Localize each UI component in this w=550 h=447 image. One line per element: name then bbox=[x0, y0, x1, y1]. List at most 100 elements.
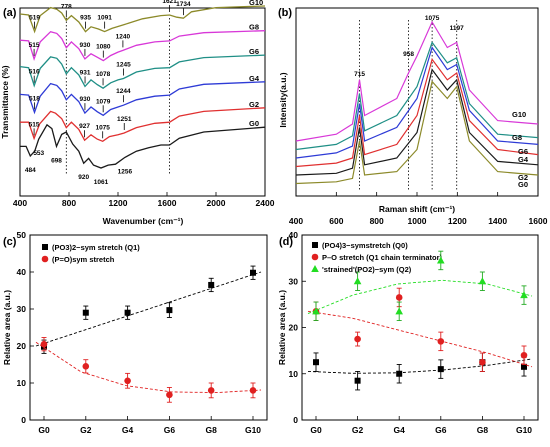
x-tick-label: G6 bbox=[164, 425, 176, 435]
x-tick-label: G2 bbox=[80, 425, 92, 435]
data-point-circle bbox=[249, 387, 257, 394]
peak-label: 930 bbox=[79, 42, 90, 49]
peak-label: 1061 bbox=[94, 179, 109, 186]
panel-label: (a) bbox=[3, 7, 17, 19]
data-point-circle bbox=[124, 377, 131, 385]
peak-label: 1621 bbox=[162, 0, 177, 5]
x-axis-label: Wavenumber (cm⁻¹) bbox=[103, 216, 184, 226]
series-label-G2: G2 bbox=[249, 100, 259, 109]
panel-label: (c) bbox=[3, 236, 17, 248]
legend-text: 2 bbox=[405, 265, 409, 274]
legend-entry: 'strained'(PO2)−sym (Q2) bbox=[322, 265, 412, 274]
legend-text: stretch (Q bbox=[96, 243, 134, 252]
peak-label: 1244 bbox=[116, 88, 131, 95]
legend-text: stretch bbox=[87, 255, 115, 264]
peak-label: 930 bbox=[79, 96, 90, 103]
x-tick-label: G4 bbox=[394, 425, 406, 435]
legend-marker bbox=[311, 265, 319, 272]
series-label-G10: G10 bbox=[512, 110, 526, 119]
peak-label: 1075 bbox=[95, 124, 110, 131]
series-label-G8: G8 bbox=[249, 23, 259, 32]
peak-label: 1080 bbox=[96, 44, 111, 51]
peak-label: 1256 bbox=[118, 168, 133, 175]
peak-label: 958 bbox=[403, 51, 414, 58]
trend-line bbox=[35, 271, 262, 347]
plot-frame bbox=[29, 234, 268, 421]
data-point-circle bbox=[395, 294, 403, 301]
ftir-curve-G0 bbox=[20, 123, 266, 169]
ftir-curve-G6 bbox=[19, 54, 266, 89]
series-label-G8: G8 bbox=[512, 133, 522, 142]
x-tick-label: G8 bbox=[477, 425, 489, 435]
legend-text: − bbox=[375, 265, 380, 274]
x-tick-label: 1400 bbox=[488, 216, 507, 226]
legend-text: ) bbox=[70, 243, 73, 252]
x-tick-label: 800 bbox=[62, 198, 76, 208]
series-label-G0: G0 bbox=[518, 180, 528, 189]
legend-text: ) bbox=[409, 265, 412, 274]
legend-marker bbox=[42, 244, 48, 250]
y-tick-label: 10 bbox=[17, 378, 27, 388]
peak-label: 484 bbox=[25, 167, 36, 174]
x-tick-label: G8 bbox=[206, 425, 218, 435]
legend-text: sym bbox=[72, 255, 87, 264]
peak-label: 1251 bbox=[117, 116, 132, 123]
peak-label: 1075 bbox=[425, 15, 440, 22]
legend-text: (PO bbox=[52, 243, 66, 252]
series-label-G10: G10 bbox=[249, 0, 263, 7]
data-point-square bbox=[124, 309, 131, 316]
data-point-circle bbox=[437, 338, 445, 345]
legend-text: ) bbox=[340, 241, 343, 250]
legend-text: 4 bbox=[335, 241, 340, 250]
series-label-G2: G2 bbox=[518, 173, 528, 182]
panel-label: (b) bbox=[278, 7, 292, 19]
series-label-G6: G6 bbox=[518, 147, 528, 156]
data-point-triangle bbox=[312, 307, 320, 315]
peak-label: 931 bbox=[80, 69, 91, 76]
y-tick-label: 20 bbox=[17, 341, 27, 351]
data-point-square bbox=[313, 359, 319, 366]
series-label-G6: G6 bbox=[249, 47, 259, 56]
peak-label: 518 bbox=[29, 95, 40, 102]
raman-curve-G4 bbox=[295, 58, 539, 168]
x-tick-label: 1600 bbox=[158, 198, 177, 208]
legend-text: (PO bbox=[322, 241, 336, 250]
legend-text: stretch (Q bbox=[366, 241, 402, 250]
data-point-circle bbox=[82, 363, 90, 370]
data-point-triangle bbox=[478, 277, 487, 285]
peak-label: 920 bbox=[78, 174, 89, 181]
peak-label: 778 bbox=[61, 3, 72, 10]
x-tick-label: G0 bbox=[38, 425, 50, 435]
x-tick-label: G6 bbox=[435, 425, 447, 435]
plot-frame bbox=[301, 234, 539, 421]
peak-label: 519 bbox=[29, 15, 40, 22]
legend-text: (P=O) bbox=[52, 255, 73, 264]
peak-label: 515 bbox=[29, 42, 40, 49]
peak-label: 1078 bbox=[96, 71, 111, 78]
data-point-square bbox=[208, 281, 215, 288]
legend-marker bbox=[41, 255, 49, 263]
series-label-G0: G0 bbox=[249, 119, 259, 128]
peak-label: 1734 bbox=[176, 1, 191, 8]
raman-curve-G6 bbox=[295, 46, 539, 159]
legend-text: 3− bbox=[342, 241, 351, 250]
data-point-circle bbox=[207, 387, 215, 394]
peak-label: 1079 bbox=[96, 98, 111, 105]
trend-line bbox=[307, 310, 533, 368]
raman-curve-G0 bbox=[295, 80, 539, 185]
data-point-square bbox=[250, 269, 256, 276]
y-axis-label: Intensity(a.u.) bbox=[278, 72, 288, 127]
ftir-curve-G4 bbox=[19, 81, 266, 117]
trend-line bbox=[307, 358, 533, 374]
raman-curve-G2 bbox=[295, 68, 539, 176]
y-tick-label: 30 bbox=[17, 304, 27, 314]
y-tick-label: 40 bbox=[289, 230, 299, 240]
data-point-circle bbox=[354, 335, 361, 343]
legend-text: 'strained'(PO bbox=[322, 265, 368, 274]
data-point-square bbox=[354, 377, 361, 384]
legend-text: 2 bbox=[368, 265, 372, 274]
x-tick-label: G10 bbox=[516, 425, 532, 435]
legend-text: sym bbox=[351, 241, 366, 250]
